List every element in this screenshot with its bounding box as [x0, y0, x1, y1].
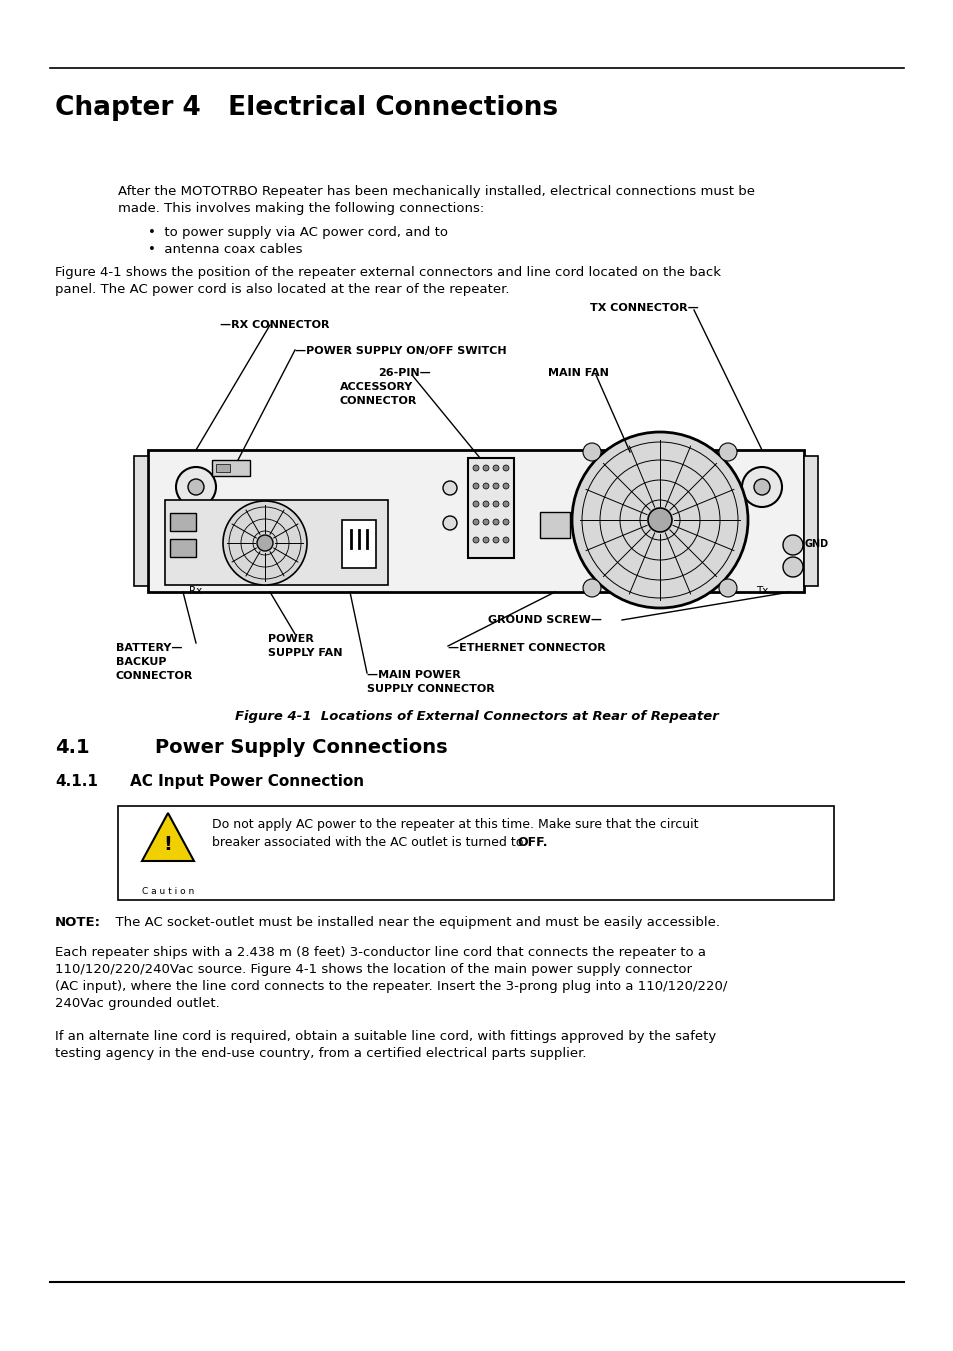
Circle shape — [502, 519, 509, 526]
FancyBboxPatch shape — [215, 463, 230, 471]
Text: Figure 4-1  Locations of External Connectors at Rear of Repeater: Figure 4-1 Locations of External Connect… — [234, 711, 719, 723]
Circle shape — [482, 519, 489, 526]
Text: Tx: Tx — [755, 586, 767, 596]
Text: After the MOTOTRBO Repeater has been mechanically installed, electrical connecti: After the MOTOTRBO Repeater has been mec… — [118, 185, 754, 199]
FancyBboxPatch shape — [341, 520, 375, 567]
FancyBboxPatch shape — [468, 458, 514, 558]
Circle shape — [782, 557, 802, 577]
Text: AC Input Power Connection: AC Input Power Connection — [130, 774, 364, 789]
Text: 26-PIN—: 26-PIN— — [377, 367, 431, 378]
Text: SUPPLY CONNECTOR: SUPPLY CONNECTOR — [367, 684, 495, 694]
FancyBboxPatch shape — [212, 459, 250, 476]
Text: GROUND SCREW—: GROUND SCREW— — [488, 615, 601, 626]
Circle shape — [502, 484, 509, 489]
Text: —MAIN POWER: —MAIN POWER — [367, 670, 460, 680]
Text: —POWER SUPPLY ON/OFF SWITCH: —POWER SUPPLY ON/OFF SWITCH — [294, 346, 506, 357]
Circle shape — [473, 536, 478, 543]
Circle shape — [493, 484, 498, 489]
Text: TX CONNECTOR—: TX CONNECTOR— — [589, 303, 698, 313]
Text: If an alternate line cord is required, obtain a suitable line cord, with fitting: If an alternate line cord is required, o… — [55, 1029, 716, 1043]
Text: OFF.: OFF. — [517, 836, 547, 848]
Text: 110/120/220/240Vac source. Figure 4-1 shows the location of the main power suppl: 110/120/220/240Vac source. Figure 4-1 sh… — [55, 963, 691, 975]
FancyBboxPatch shape — [539, 512, 569, 538]
Text: panel. The AC power cord is also located at the rear of the repeater.: panel. The AC power cord is also located… — [55, 282, 509, 296]
Text: 4.1: 4.1 — [55, 738, 90, 757]
Text: Rx: Rx — [190, 586, 202, 596]
Circle shape — [493, 536, 498, 543]
Text: •  to power supply via AC power cord, and to: • to power supply via AC power cord, and… — [148, 226, 448, 239]
Text: CONNECTOR: CONNECTOR — [116, 671, 193, 681]
FancyBboxPatch shape — [148, 450, 803, 592]
Text: testing agency in the end-use country, from a certified electrical parts supplie: testing agency in the end-use country, f… — [55, 1047, 586, 1061]
Circle shape — [473, 484, 478, 489]
Text: —ETHERNET CONNECTOR: —ETHERNET CONNECTOR — [448, 643, 605, 653]
FancyBboxPatch shape — [133, 457, 148, 586]
Polygon shape — [142, 813, 193, 861]
FancyBboxPatch shape — [803, 457, 817, 586]
Text: ACCESSORY: ACCESSORY — [339, 382, 413, 392]
Text: !: ! — [163, 835, 172, 854]
Text: BACKUP: BACKUP — [116, 657, 167, 667]
Circle shape — [493, 519, 498, 526]
FancyBboxPatch shape — [574, 524, 585, 530]
Circle shape — [502, 536, 509, 543]
Text: Chapter 4   Electrical Connections: Chapter 4 Electrical Connections — [55, 95, 558, 122]
Text: (AC input), where the line cord connects to the repeater. Insert the 3-prong plu: (AC input), where the line cord connects… — [55, 979, 726, 993]
Text: C a u t i o n: C a u t i o n — [142, 888, 193, 896]
Text: POWER: POWER — [268, 634, 314, 644]
FancyBboxPatch shape — [574, 516, 585, 521]
Text: CONNECTOR: CONNECTOR — [339, 396, 416, 407]
Circle shape — [753, 480, 769, 494]
FancyBboxPatch shape — [574, 532, 585, 536]
Circle shape — [719, 443, 737, 461]
Circle shape — [482, 465, 489, 471]
Circle shape — [502, 501, 509, 507]
Circle shape — [647, 508, 671, 532]
Circle shape — [493, 501, 498, 507]
Circle shape — [482, 484, 489, 489]
FancyBboxPatch shape — [170, 513, 195, 531]
Text: The AC socket-outlet must be installed near the equipment and must be easily acc: The AC socket-outlet must be installed n… — [107, 916, 720, 929]
Circle shape — [175, 467, 215, 507]
Circle shape — [482, 501, 489, 507]
Circle shape — [188, 480, 204, 494]
Circle shape — [442, 481, 456, 494]
Circle shape — [442, 516, 456, 530]
Text: Power Supply Connections: Power Supply Connections — [154, 738, 447, 757]
Text: made. This involves making the following connections:: made. This involves making the following… — [118, 203, 484, 215]
Text: SUPPLY FAN: SUPPLY FAN — [268, 648, 342, 658]
Circle shape — [502, 465, 509, 471]
FancyBboxPatch shape — [170, 539, 195, 557]
Circle shape — [473, 519, 478, 526]
Text: •  antenna coax cables: • antenna coax cables — [148, 243, 302, 255]
FancyBboxPatch shape — [165, 500, 388, 585]
Circle shape — [223, 501, 307, 585]
Circle shape — [482, 536, 489, 543]
Text: 4.1.1: 4.1.1 — [55, 774, 98, 789]
Text: Do not apply AC power to the repeater at this time. Make sure that the circuit: Do not apply AC power to the repeater at… — [212, 817, 698, 831]
FancyBboxPatch shape — [118, 807, 833, 900]
Text: GND: GND — [804, 539, 828, 549]
Text: breaker associated with the AC outlet is turned to: breaker associated with the AC outlet is… — [212, 836, 527, 848]
Circle shape — [782, 535, 802, 555]
Circle shape — [256, 535, 273, 551]
Circle shape — [719, 580, 737, 597]
Circle shape — [582, 443, 600, 461]
Text: MAIN FAN: MAIN FAN — [547, 367, 608, 378]
Circle shape — [572, 432, 747, 608]
Text: —RX CONNECTOR: —RX CONNECTOR — [220, 320, 329, 330]
Text: 240Vac grounded outlet.: 240Vac grounded outlet. — [55, 997, 219, 1011]
Circle shape — [741, 467, 781, 507]
Text: NOTE:: NOTE: — [55, 916, 101, 929]
Circle shape — [473, 501, 478, 507]
Text: Figure 4-1 shows the position of the repeater external connectors and line cord : Figure 4-1 shows the position of the rep… — [55, 266, 720, 280]
Circle shape — [473, 465, 478, 471]
Circle shape — [582, 580, 600, 597]
Text: Each repeater ships with a 2.438 m (8 feet) 3-conductor line cord that connects : Each repeater ships with a 2.438 m (8 fe… — [55, 946, 705, 959]
Text: BATTERY—: BATTERY— — [116, 643, 182, 653]
Circle shape — [493, 465, 498, 471]
